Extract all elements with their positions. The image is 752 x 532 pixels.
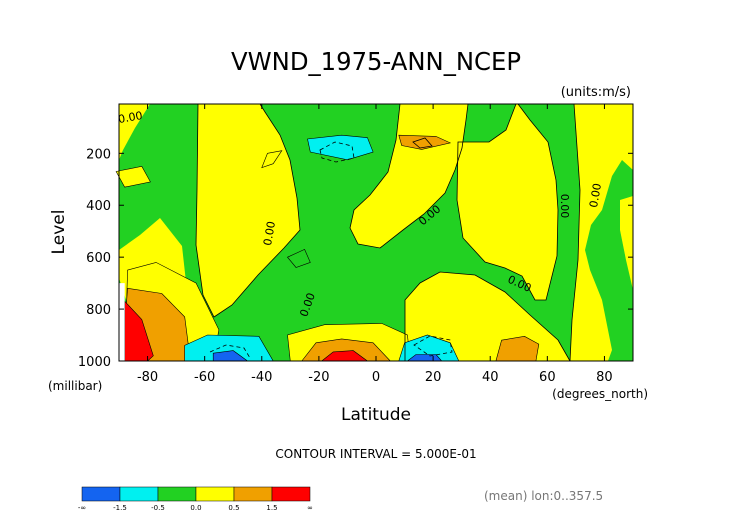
y-tick-label: 400 (86, 199, 111, 214)
contour-line-inner-orange (412, 137, 433, 149)
colorbar-label: -1.5 (113, 504, 127, 512)
colorbar-swatch (233, 486, 273, 502)
contour-line-zero-b (349, 103, 469, 249)
y-tick-label: 1000 (78, 355, 111, 370)
colorbar-swatch (271, 486, 311, 502)
contour-line-zero-d (569, 103, 581, 362)
x-tick-label: 60 (539, 370, 556, 385)
colorbar-swatch (195, 486, 235, 502)
colorbar (81, 486, 311, 502)
chart-title: VWND_1975-ANN_NCEP (231, 47, 521, 76)
x-axis-label: Latitude (341, 405, 411, 425)
contour-lines (195, 103, 581, 362)
y-axis-label: Level (49, 210, 69, 255)
x-units-label: (degrees_north) (552, 387, 648, 401)
contour-line-zero-e (404, 271, 571, 362)
colorbar-label: ∞ (307, 504, 313, 512)
yellow-band-right (570, 104, 633, 361)
yellow-upper-left (119, 104, 150, 160)
y-tick-labels: 200 400 600 800 1000 (78, 147, 111, 370)
contour-region-cyan (307, 134, 374, 161)
contour-label: 0.00 (117, 109, 143, 126)
yellow-band-left (168, 104, 558, 317)
contour-region-green (287, 249, 311, 268)
colorbar-label: 0.5 (228, 504, 239, 512)
contour-region-yellow (115, 165, 151, 188)
contour-label: 0.00 (261, 220, 278, 246)
colorbar-label: 0.0 (190, 504, 201, 512)
x-tick-label: 0 (372, 370, 380, 385)
y-tick-label: 800 (86, 303, 111, 318)
contour-label: 0.00 (587, 182, 604, 208)
contour-line-zero-a (195, 103, 301, 318)
plot-frame (118, 103, 634, 362)
x-tick-label: -60 (194, 370, 215, 385)
contour-region-yellow (261, 150, 283, 169)
contour-label: 0.00 (558, 194, 571, 219)
contour-interval-text: CONTOUR INTERVAL = 5.000E-01 (275, 447, 476, 461)
contour-line-zero-c (456, 103, 559, 301)
contour-region-cyan (184, 334, 274, 362)
colorbar-swatch (157, 486, 197, 502)
contour-line-dashed-c (209, 344, 251, 359)
y-tick-label: 600 (86, 251, 111, 266)
x-tick-label: 80 (596, 370, 613, 385)
colorbar-label: -0.5 (151, 504, 165, 512)
colorbar-swatch (81, 486, 121, 502)
x-tick-label: -80 (137, 370, 158, 385)
y-tick-label: 200 (86, 147, 111, 162)
yellow-right-edge (620, 196, 633, 290)
footer-text: (mean) lon:0..357.5 (484, 489, 603, 503)
contour-regions (115, 134, 540, 362)
colorbar-label: 1.5 (266, 504, 277, 512)
missing-data-region (119, 283, 125, 361)
colorbar-swatch (119, 486, 159, 502)
units-label: (units:m/s) (561, 85, 631, 100)
colorbar-label: -∞ (78, 504, 86, 512)
x-tick-labels: -80 -60 -40 -20 0 20 40 60 80 (137, 370, 613, 385)
contour-region-orange (398, 134, 452, 150)
contour-line-dashed-b (413, 335, 453, 357)
x-tick-label: -20 (308, 370, 329, 385)
colorbar-labels: -∞ -1.5 -0.5 0.0 0.5 1.5 ∞ (78, 504, 313, 512)
x-tick-label: 40 (482, 370, 499, 385)
x-tick-label: 20 (425, 370, 442, 385)
y-units-label: (millibar) (48, 379, 102, 393)
contour-line-dashed-a (319, 141, 355, 163)
x-tick-label: -40 (251, 370, 272, 385)
